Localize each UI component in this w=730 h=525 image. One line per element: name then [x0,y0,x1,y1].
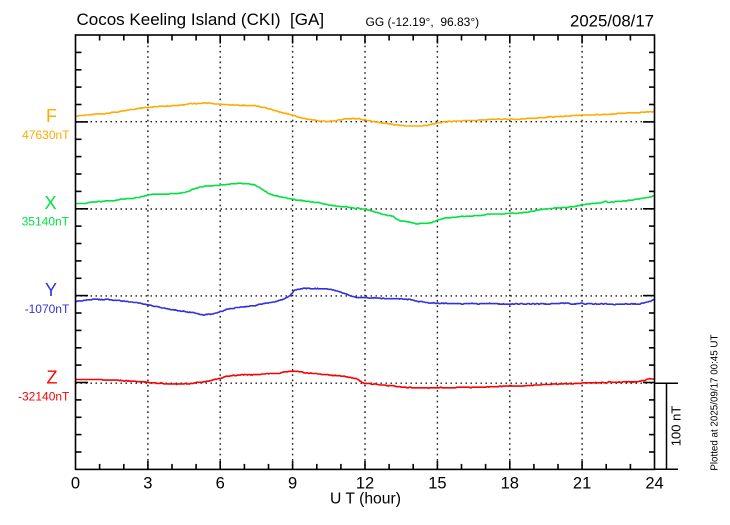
svg-text:F: F [46,106,57,126]
svg-text:-1070nT: -1070nT [25,302,70,316]
svg-text:Y: Y [45,280,57,300]
svg-text:35140nT: 35140nT [22,215,70,229]
svg-text:-32140nT: -32140nT [18,389,70,403]
svg-text:21: 21 [573,474,591,492]
svg-text:9: 9 [288,474,297,492]
svg-text:Cocos Keeling Island (CKI) [G: Cocos Keeling Island (CKI) [GA] [77,10,325,29]
svg-text:U T (hour): U T (hour) [330,491,401,508]
svg-text:6: 6 [216,474,225,492]
svg-text:47630nT: 47630nT [22,128,70,142]
svg-text:GG (-12.19°, 96.83°): GG (-12.19°, 96.83°) [366,15,480,29]
svg-text:100 nT: 100 nT [669,406,684,447]
svg-text:3: 3 [143,474,152,492]
svg-text:2025/08/17: 2025/08/17 [570,12,654,31]
svg-text:18: 18 [501,474,519,492]
svg-text:0: 0 [71,474,80,492]
svg-text:X: X [44,193,56,213]
svg-text:Z: Z [47,367,58,387]
svg-text:12: 12 [356,474,374,492]
svg-text:15: 15 [428,474,446,492]
svg-text:Plotted at 2025/09/17 00:45 UT: Plotted at 2025/09/17 00:45 UT [709,335,720,471]
svg-text:24: 24 [645,474,663,492]
